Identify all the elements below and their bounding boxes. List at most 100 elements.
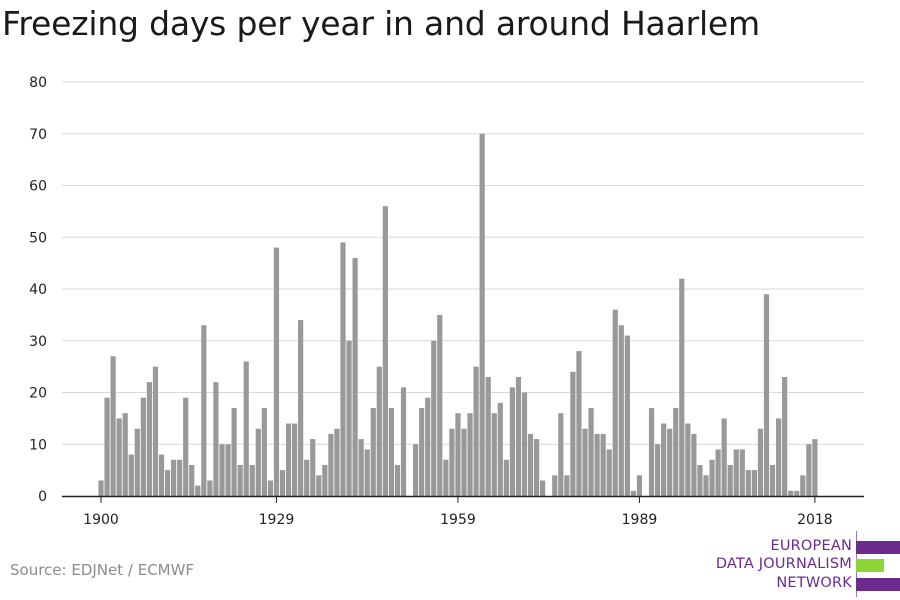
bar-1976 — [558, 413, 564, 496]
bar-1901 — [104, 397, 110, 496]
bar-2011 — [769, 464, 776, 496]
bar-2001 — [709, 459, 715, 496]
bar-1914 — [183, 397, 189, 496]
bar-1911 — [164, 470, 171, 497]
bar-1994 — [667, 428, 673, 496]
x-axis-ticks: 1900 1929 1959 1989 2018 — [83, 496, 833, 528]
bar-1977 — [564, 475, 570, 496]
bar-1919 — [213, 382, 219, 496]
edjnet-logo: EUROPEAN DATA JOURNALISM NETWORK — [700, 538, 900, 594]
bar-2005 — [733, 449, 739, 496]
bar-1985 — [612, 309, 618, 496]
bar-1909 — [152, 366, 159, 497]
logo-bar-purple-top — [856, 541, 900, 554]
x-tick-label: 1900 — [83, 512, 119, 528]
bar-1991 — [648, 408, 655, 496]
bar-1920 — [219, 444, 225, 496]
bar-1957 — [443, 459, 449, 496]
bar-1981 — [588, 408, 594, 496]
bar-1992 — [655, 444, 661, 496]
bar-1904 — [122, 413, 128, 496]
x-tick-label: 1929 — [259, 512, 295, 528]
bar-1932 — [292, 423, 298, 496]
bar-1986 — [618, 325, 624, 496]
bar-1960 — [461, 428, 467, 496]
bar-1998 — [691, 433, 697, 496]
bar-2002 — [715, 449, 721, 496]
bar-1956 — [437, 314, 443, 497]
bar-2012 — [776, 418, 782, 497]
bar-1944 — [364, 449, 370, 496]
x-tick-label: 1959 — [440, 512, 476, 528]
source-note: Source: EDJNet / ECMWF — [10, 561, 195, 579]
bar-1972 — [534, 439, 540, 496]
bar-1954 — [425, 397, 431, 496]
bar-1971 — [527, 433, 534, 496]
bar-1900 — [98, 480, 104, 496]
bar-1915 — [189, 464, 195, 496]
bar-1917 — [201, 325, 207, 496]
bar-1913 — [177, 459, 183, 496]
logo-text-network: NETWORK — [776, 575, 852, 591]
y-tick-label: 30 — [29, 334, 47, 350]
x-tick-label: 2018 — [797, 512, 833, 528]
bar-1935 — [310, 439, 316, 496]
bar-1947 — [382, 206, 388, 496]
bar-1924 — [243, 361, 249, 496]
y-tick-label: 50 — [29, 230, 47, 246]
bar-1939 — [334, 428, 340, 496]
bar-1962 — [473, 366, 479, 497]
bar-1955 — [431, 340, 437, 496]
bar-1958 — [449, 428, 455, 496]
bar-2010 — [763, 294, 770, 496]
bar-1916 — [195, 485, 201, 496]
chart-title: Freezing days per year in and around Haa… — [2, 4, 760, 43]
bar-1996 — [679, 278, 685, 496]
bar-1933 — [298, 320, 304, 496]
bar-1989 — [636, 475, 643, 496]
bar-2016 — [800, 475, 806, 496]
y-tick-label: 20 — [29, 386, 47, 402]
bar-2014 — [788, 490, 794, 496]
bar-1923 — [237, 464, 243, 496]
y-tick-label: 10 — [29, 437, 47, 453]
y-tick-label: 70 — [29, 127, 47, 143]
bar-1931 — [285, 423, 292, 496]
bar-1927 — [261, 408, 267, 496]
bar-1967 — [503, 459, 509, 496]
bar-2006 — [739, 449, 745, 496]
bar-2013 — [782, 376, 788, 496]
bar-1912 — [171, 459, 177, 496]
bar-1910 — [158, 454, 165, 496]
bar-2017 — [806, 444, 812, 496]
bar-1903 — [116, 418, 122, 497]
bar-1948 — [388, 408, 394, 496]
bar-1982 — [594, 433, 600, 496]
y-tick-label: 40 — [29, 282, 47, 298]
bar-1997 — [685, 423, 691, 496]
bar-2004 — [727, 464, 733, 496]
bar-1918 — [207, 480, 213, 496]
bars — [98, 133, 818, 497]
bar-1965 — [491, 413, 497, 496]
bar-1945 — [370, 408, 376, 496]
gridlines — [62, 81, 864, 445]
x-tick-label: 1989 — [622, 512, 658, 528]
bar-1942 — [352, 257, 358, 496]
bar-1905 — [128, 454, 134, 496]
y-axis-ticks: 0 10 20 30 40 50 60 70 80 — [29, 75, 47, 505]
bar-1995 — [673, 408, 679, 496]
bar-1921 — [225, 444, 231, 496]
bar-2018 — [812, 439, 818, 496]
bar-1963 — [479, 133, 485, 496]
bar-1959 — [455, 413, 461, 496]
bar-1928 — [267, 480, 273, 496]
bar-1925 — [249, 464, 255, 496]
bar-1943 — [358, 439, 364, 496]
logo-bar-green — [856, 559, 884, 572]
bar-1934 — [304, 459, 310, 496]
bar-1975 — [552, 475, 558, 496]
bar-1961 — [467, 413, 473, 496]
bar-2003 — [721, 418, 727, 497]
